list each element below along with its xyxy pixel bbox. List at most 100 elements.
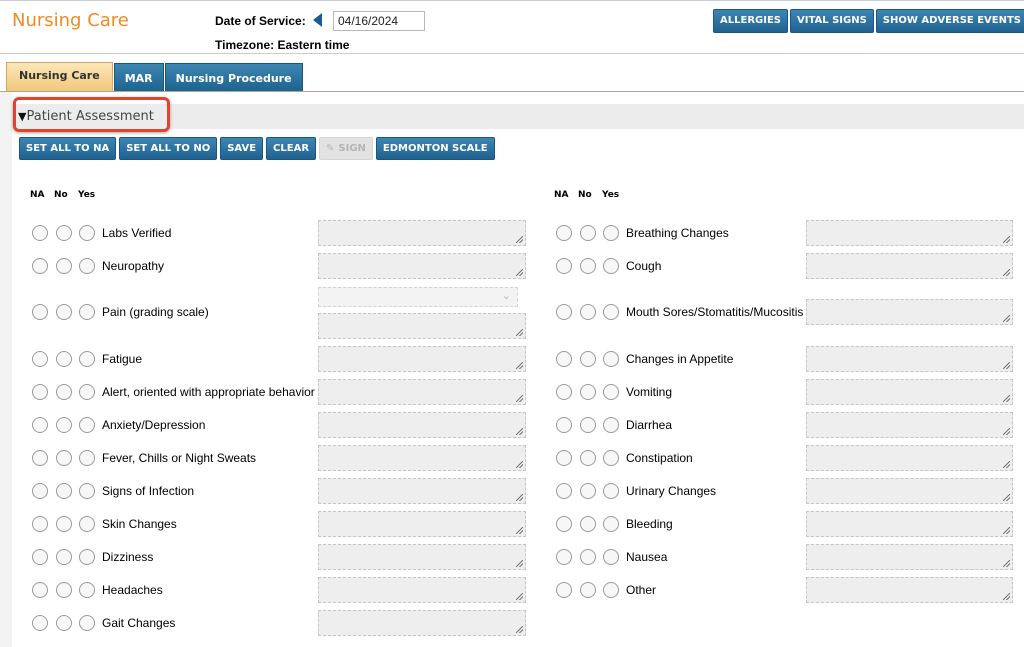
radio-na[interactable]: [32, 304, 48, 320]
radio-no[interactable]: [579, 351, 596, 367]
radio-na[interactable]: [32, 516, 48, 532]
radio-na[interactable]: [32, 615, 48, 631]
radio-na[interactable]: [556, 258, 572, 274]
radio-yes[interactable]: [603, 582, 619, 598]
radio-na[interactable]: [32, 549, 48, 565]
radio-na[interactable]: [556, 450, 572, 466]
radio-yes[interactable]: [603, 450, 619, 466]
radio-no[interactable]: [579, 582, 596, 598]
radio-yes[interactable]: [79, 450, 95, 466]
radio-yes[interactable]: [603, 516, 619, 532]
radio-no[interactable]: [55, 615, 72, 631]
radio-no[interactable]: [55, 582, 72, 598]
radio-na[interactable]: [556, 516, 572, 532]
radio-na[interactable]: [556, 549, 572, 565]
radio-no[interactable]: [579, 258, 596, 274]
radio-no[interactable]: [579, 225, 596, 241]
comment-textarea[interactable]: [806, 379, 1013, 405]
radio-na[interactable]: [556, 483, 572, 499]
radio-yes[interactable]: [603, 351, 619, 367]
set-all-no-button[interactable]: SET ALL TO NO: [119, 137, 218, 160]
clear-button[interactable]: CLEAR: [266, 137, 317, 160]
comment-textarea[interactable]: [318, 511, 526, 537]
vital-signs-button[interactable]: VITAL SIGNS: [789, 9, 874, 33]
comment-textarea[interactable]: [318, 379, 526, 405]
tab-nursing-care[interactable]: Nursing Care: [6, 62, 113, 92]
radio-na[interactable]: [32, 483, 48, 499]
radio-yes[interactable]: [603, 483, 619, 499]
radio-na[interactable]: [32, 225, 48, 241]
comment-textarea[interactable]: [318, 610, 526, 636]
radio-na[interactable]: [556, 417, 572, 433]
radio-yes[interactable]: [603, 549, 619, 565]
patient-assessment-toggle[interactable]: ▼Patient Assessment: [18, 109, 154, 124]
radio-no[interactable]: [55, 225, 72, 241]
radio-na[interactable]: [556, 582, 572, 598]
radio-na[interactable]: [32, 384, 48, 400]
radio-na[interactable]: [556, 384, 572, 400]
radio-na[interactable]: [32, 258, 48, 274]
radio-no[interactable]: [55, 417, 72, 433]
comment-textarea[interactable]: [806, 346, 1013, 372]
radio-no[interactable]: [55, 351, 72, 367]
radio-yes[interactable]: [79, 225, 95, 241]
comment-textarea[interactable]: [318, 478, 526, 504]
radio-yes[interactable]: [79, 258, 95, 274]
radio-na[interactable]: [32, 351, 48, 367]
radio-yes[interactable]: [79, 483, 95, 499]
tab-mar[interactable]: MAR: [113, 63, 164, 92]
comment-textarea[interactable]: [318, 577, 526, 603]
radio-yes[interactable]: [603, 384, 619, 400]
comment-textarea[interactable]: [318, 253, 526, 279]
radio-na[interactable]: [556, 351, 572, 367]
comment-textarea[interactable]: [806, 478, 1013, 504]
comment-textarea[interactable]: [806, 445, 1013, 471]
radio-na[interactable]: [556, 304, 572, 320]
radio-yes[interactable]: [79, 582, 95, 598]
radio-no[interactable]: [55, 304, 72, 320]
comment-textarea[interactable]: [806, 299, 1013, 325]
date-of-service-input[interactable]: [333, 11, 425, 31]
radio-no[interactable]: [55, 450, 72, 466]
radio-no[interactable]: [579, 384, 596, 400]
radio-no[interactable]: [55, 483, 72, 499]
allergies-button[interactable]: ALLERGIES: [713, 9, 788, 33]
comment-textarea[interactable]: [318, 544, 526, 570]
radio-yes[interactable]: [603, 258, 619, 274]
radio-yes[interactable]: [79, 516, 95, 532]
radio-na[interactable]: [556, 225, 572, 241]
save-button[interactable]: SAVE: [220, 137, 264, 160]
radio-yes[interactable]: [79, 615, 95, 631]
radio-no[interactable]: [579, 483, 596, 499]
radio-yes[interactable]: [603, 417, 619, 433]
radio-no[interactable]: [579, 417, 596, 433]
radio-no[interactable]: [55, 384, 72, 400]
radio-yes[interactable]: [79, 549, 95, 565]
radio-yes[interactable]: [79, 351, 95, 367]
radio-na[interactable]: [32, 582, 48, 598]
radio-no[interactable]: [579, 304, 596, 320]
comment-textarea[interactable]: [806, 544, 1013, 570]
radio-no[interactable]: [55, 516, 72, 532]
comment-textarea[interactable]: [806, 577, 1013, 603]
radio-no[interactable]: [579, 450, 596, 466]
radio-no[interactable]: [579, 549, 596, 565]
comment-textarea[interactable]: [318, 220, 526, 246]
radio-yes[interactable]: [79, 384, 95, 400]
radio-yes[interactable]: [603, 304, 619, 320]
previous-date-icon[interactable]: [313, 13, 322, 27]
comment-textarea[interactable]: [318, 445, 526, 471]
sign-button[interactable]: ✎ SIGN: [319, 137, 373, 160]
radio-na[interactable]: [32, 417, 48, 433]
comment-textarea[interactable]: [806, 412, 1013, 438]
comment-textarea[interactable]: [806, 220, 1013, 246]
comment-textarea[interactable]: [318, 313, 526, 339]
comment-textarea[interactable]: [318, 412, 526, 438]
set-all-na-button[interactable]: SET ALL TO NA: [19, 137, 117, 160]
pain-grade-select[interactable]: ⌄: [318, 287, 518, 307]
radio-yes[interactable]: [79, 304, 95, 320]
radio-yes[interactable]: [603, 225, 619, 241]
show-adverse-events-button[interactable]: SHOW ADVERSE EVENTS: [875, 9, 1024, 33]
edmonton-scale-button[interactable]: EDMONTON SCALE: [375, 137, 495, 160]
comment-textarea[interactable]: [806, 253, 1013, 279]
